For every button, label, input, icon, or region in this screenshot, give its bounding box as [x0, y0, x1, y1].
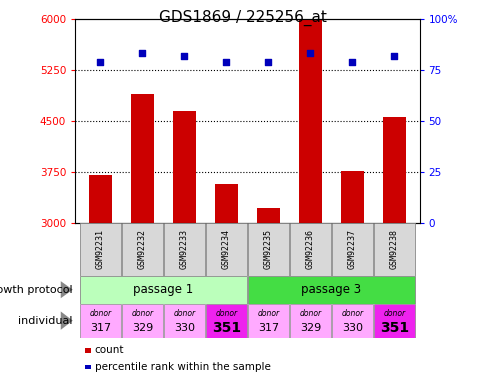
- Bar: [121, 304, 163, 338]
- Bar: [331, 223, 372, 276]
- Bar: [247, 223, 288, 276]
- Text: GSM92238: GSM92238: [389, 230, 398, 269]
- Text: 330: 330: [173, 323, 195, 333]
- Text: donor: donor: [215, 309, 237, 318]
- Bar: [80, 304, 121, 338]
- Text: donor: donor: [299, 309, 321, 318]
- Text: donor: donor: [173, 309, 195, 318]
- Bar: [289, 223, 330, 276]
- Text: 317: 317: [257, 323, 278, 333]
- Polygon shape: [60, 281, 73, 298]
- Text: GDS1869 / 225256_at: GDS1869 / 225256_at: [158, 9, 326, 26]
- Bar: [214, 184, 238, 223]
- Text: donor: donor: [131, 309, 153, 318]
- Text: GSM92234: GSM92234: [221, 230, 230, 269]
- Bar: [382, 117, 405, 223]
- Text: donor: donor: [341, 309, 363, 318]
- Text: 317: 317: [90, 323, 111, 333]
- Bar: [121, 223, 163, 276]
- Bar: [247, 304, 288, 338]
- Point: [306, 51, 314, 57]
- Bar: [89, 176, 112, 223]
- Bar: [80, 223, 121, 276]
- Bar: [205, 223, 246, 276]
- Text: GSM92233: GSM92233: [180, 230, 188, 269]
- Text: 330: 330: [341, 323, 362, 333]
- Text: GSM92235: GSM92235: [263, 230, 272, 269]
- Text: 329: 329: [299, 323, 320, 333]
- Text: growth protocol: growth protocol: [0, 285, 73, 295]
- Text: 351: 351: [212, 321, 241, 335]
- Bar: [289, 304, 330, 338]
- Bar: [80, 276, 246, 304]
- Polygon shape: [60, 311, 73, 330]
- Text: passage 3: passage 3: [301, 283, 361, 296]
- Bar: [205, 304, 246, 338]
- Text: count: count: [94, 345, 124, 355]
- Bar: [172, 111, 196, 223]
- Text: individual: individual: [18, 316, 73, 326]
- Point: [264, 58, 272, 64]
- Text: GSM92231: GSM92231: [96, 230, 105, 269]
- Point: [348, 58, 355, 64]
- Text: donor: donor: [382, 309, 405, 318]
- Text: 329: 329: [132, 323, 152, 333]
- Bar: [247, 276, 414, 304]
- Text: donor: donor: [89, 309, 111, 318]
- Text: donor: donor: [257, 309, 279, 318]
- Text: GSM92236: GSM92236: [305, 230, 314, 269]
- Text: percentile rank within the sample: percentile rank within the sample: [94, 362, 270, 372]
- Bar: [373, 304, 414, 338]
- Bar: [131, 94, 153, 223]
- Text: 351: 351: [379, 321, 408, 335]
- Bar: [340, 171, 363, 223]
- Bar: [164, 304, 205, 338]
- Text: passage 1: passage 1: [133, 283, 193, 296]
- Point: [138, 51, 146, 57]
- Bar: [256, 208, 279, 223]
- Bar: [164, 223, 205, 276]
- Point: [390, 53, 397, 58]
- Text: GSM92232: GSM92232: [137, 230, 147, 269]
- Bar: [373, 223, 414, 276]
- Point: [222, 58, 230, 64]
- Point: [96, 58, 104, 64]
- Bar: [331, 304, 372, 338]
- Text: GSM92237: GSM92237: [347, 230, 356, 269]
- Point: [180, 53, 188, 58]
- Bar: [298, 20, 321, 223]
